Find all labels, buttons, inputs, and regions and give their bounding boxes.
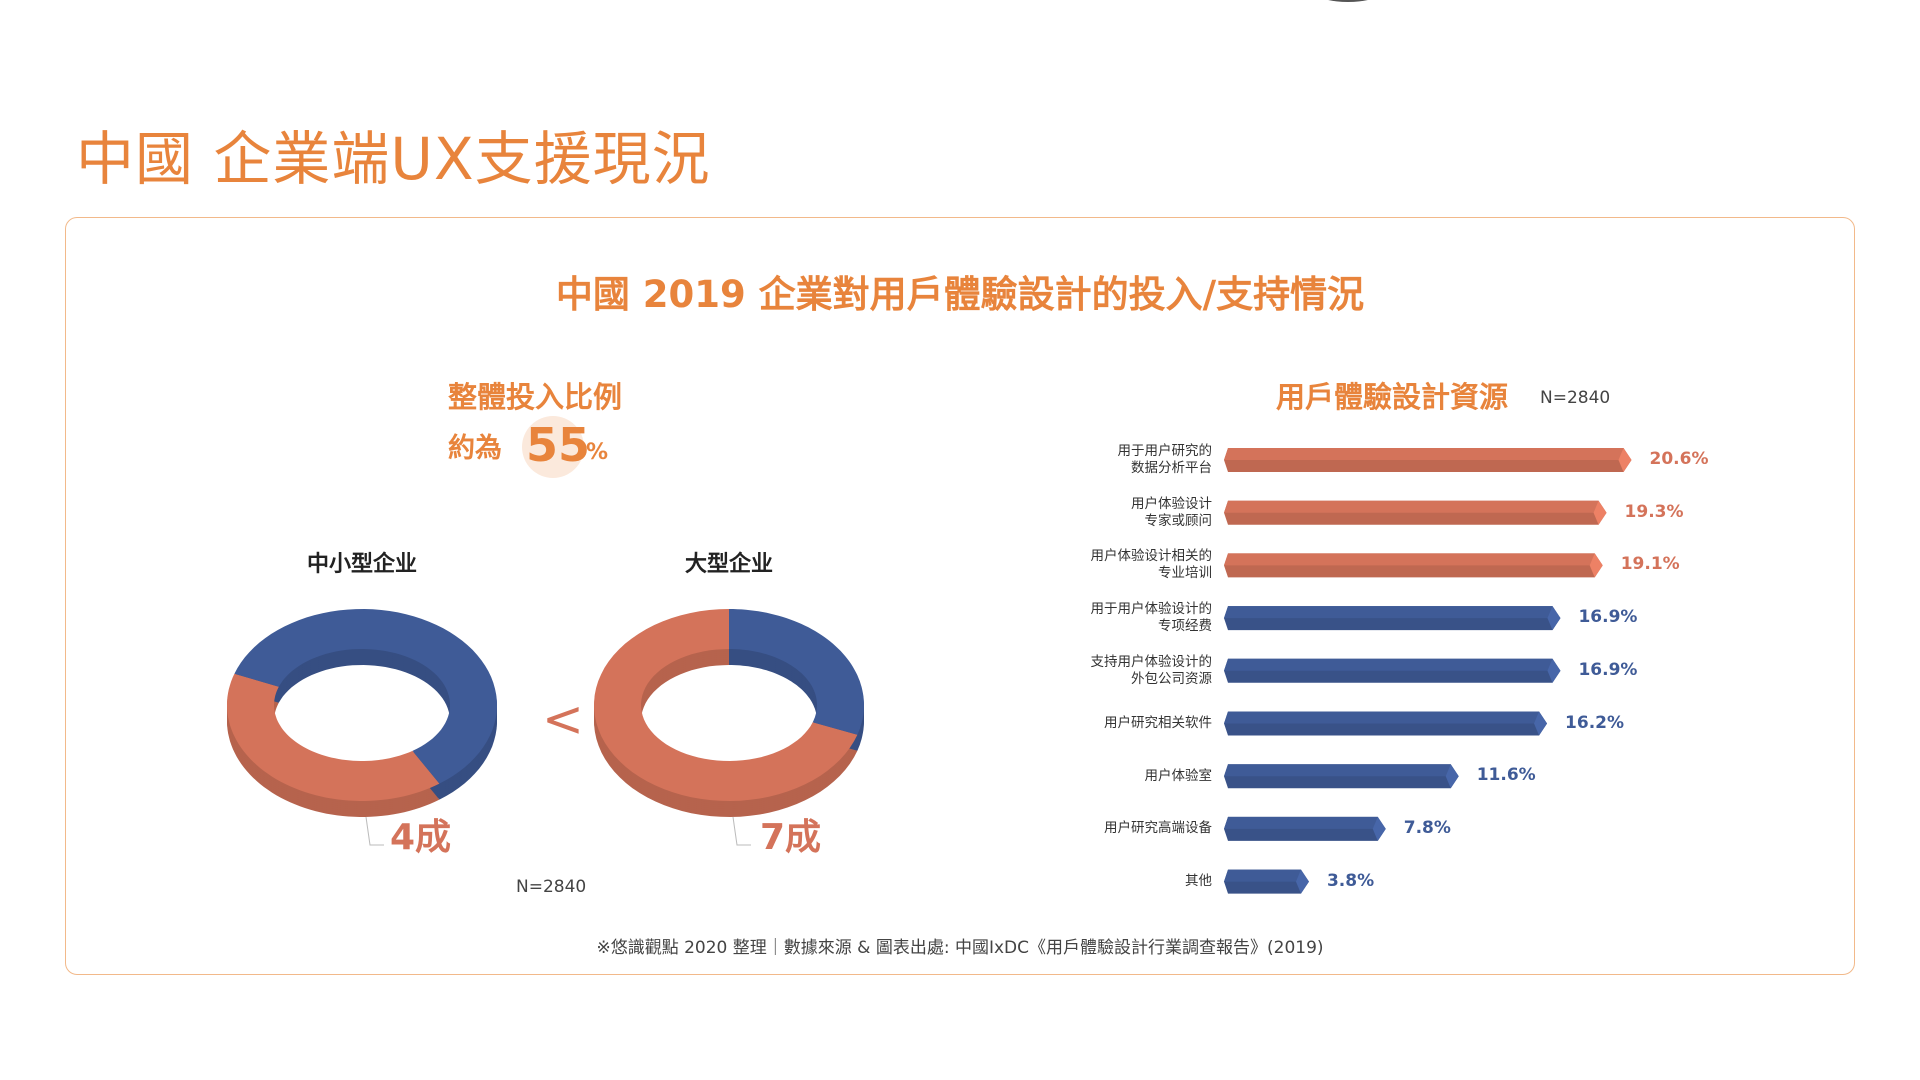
bar-value-label: 16.9% xyxy=(1578,607,1638,628)
bar-1 xyxy=(1224,500,1607,525)
bar-value-label: 7.8% xyxy=(1403,817,1451,838)
bar-category-label: 用于用户体验设计的 专项经费 xyxy=(1090,601,1213,635)
bar-3 xyxy=(1224,606,1561,631)
bar-category-label: 用户体验设计 专家或顾问 xyxy=(1131,495,1212,529)
leader-line xyxy=(365,816,384,846)
bar-category-label: 用户研究高端设备 xyxy=(1104,820,1212,837)
bar-category-label: 用户体验设计相关的 专业培训 xyxy=(1090,548,1213,582)
donut-sample-size: N=2840 xyxy=(516,877,587,897)
bar-2 xyxy=(1224,553,1603,578)
donut-chart-0 xyxy=(227,609,497,846)
bar-category-label: 支持用户体验设计的 外包公司资源 xyxy=(1090,653,1213,687)
donut-slice xyxy=(729,609,864,735)
bar-tip xyxy=(1445,764,1459,789)
bar-0 xyxy=(1224,448,1632,472)
bar-top-face xyxy=(1224,553,1599,566)
bar-value-label: 3.8% xyxy=(1326,870,1375,891)
bar-value-label: 20.6% xyxy=(1649,449,1709,469)
bar-tip xyxy=(1534,711,1548,736)
top-decoration xyxy=(1318,0,1378,2)
bar-value-label: 16.2% xyxy=(1565,712,1625,733)
resources-sample-size: N=2840 xyxy=(1540,388,1611,408)
source-footer: ※悠識觀點 2020 整理｜數據來源 & 圖表出處: 中國IxDC《用戶體驗設計… xyxy=(596,938,1324,958)
bar-value-label: 19.3% xyxy=(1624,501,1684,522)
bar-tip xyxy=(1618,448,1632,472)
overall-value: 55 xyxy=(526,418,591,472)
bar-tip xyxy=(1372,816,1386,841)
bar-top-face xyxy=(1224,711,1544,724)
bar-top-face xyxy=(1224,448,1628,460)
bar-value-label: 11.6% xyxy=(1476,765,1536,786)
bar-top-face xyxy=(1224,500,1603,513)
bar-top-face xyxy=(1224,606,1557,619)
bar-value-label: 19.1% xyxy=(1620,554,1680,575)
donut-title-large: 大型企业 xyxy=(684,552,773,577)
overall-unit: % xyxy=(586,440,609,465)
donut-chart-1 xyxy=(594,609,864,846)
bar-top-face xyxy=(1224,658,1557,671)
percent-highlight-circle xyxy=(522,416,584,478)
bar-tip xyxy=(1547,606,1561,631)
page-title: 中國 企業端UX支援現況 xyxy=(76,125,711,193)
bar-top-face xyxy=(1224,764,1455,777)
content-card xyxy=(65,217,1855,975)
donut-slice xyxy=(594,609,858,801)
chart-title: 中國 2019 企業對用戶體驗設計的投入/支持情況 xyxy=(555,273,1365,316)
overall-approx-label: 約為 xyxy=(448,433,502,464)
bar-category-label: 用户体验室 xyxy=(1144,767,1213,784)
bar-tip xyxy=(1593,500,1607,525)
donut-annotation-sme: 4成 xyxy=(390,817,452,858)
bar-8 xyxy=(1224,869,1309,894)
donut-slice xyxy=(234,609,497,784)
donut-annotation-large: 7成 xyxy=(760,817,822,858)
bar-category-label: 用户研究相关软件 xyxy=(1104,715,1212,731)
bar-tip xyxy=(1295,869,1309,894)
bar-top-face xyxy=(1224,816,1382,829)
bar-6 xyxy=(1224,764,1459,789)
donut-slice xyxy=(227,673,440,801)
donut-title-sme: 中小型企业 xyxy=(306,552,417,577)
bar-top-face xyxy=(1224,869,1305,882)
resources-title: 用戶體驗設計資源 xyxy=(1276,380,1509,414)
bar-5 xyxy=(1224,711,1548,736)
overall-ratio-title: 整體投入比例 xyxy=(448,380,623,414)
less-than-symbol: < xyxy=(542,690,584,748)
bar-category-label: 其他 xyxy=(1185,873,1212,890)
bar-tip xyxy=(1589,553,1603,578)
bar-tip xyxy=(1547,658,1561,683)
leader-line xyxy=(732,816,751,846)
bar-4 xyxy=(1224,658,1561,683)
bar-category-label: 用于用户研究的 数据分析平台 xyxy=(1117,443,1213,476)
bar-value-label: 16.9% xyxy=(1578,659,1638,680)
bar-7 xyxy=(1224,816,1386,841)
